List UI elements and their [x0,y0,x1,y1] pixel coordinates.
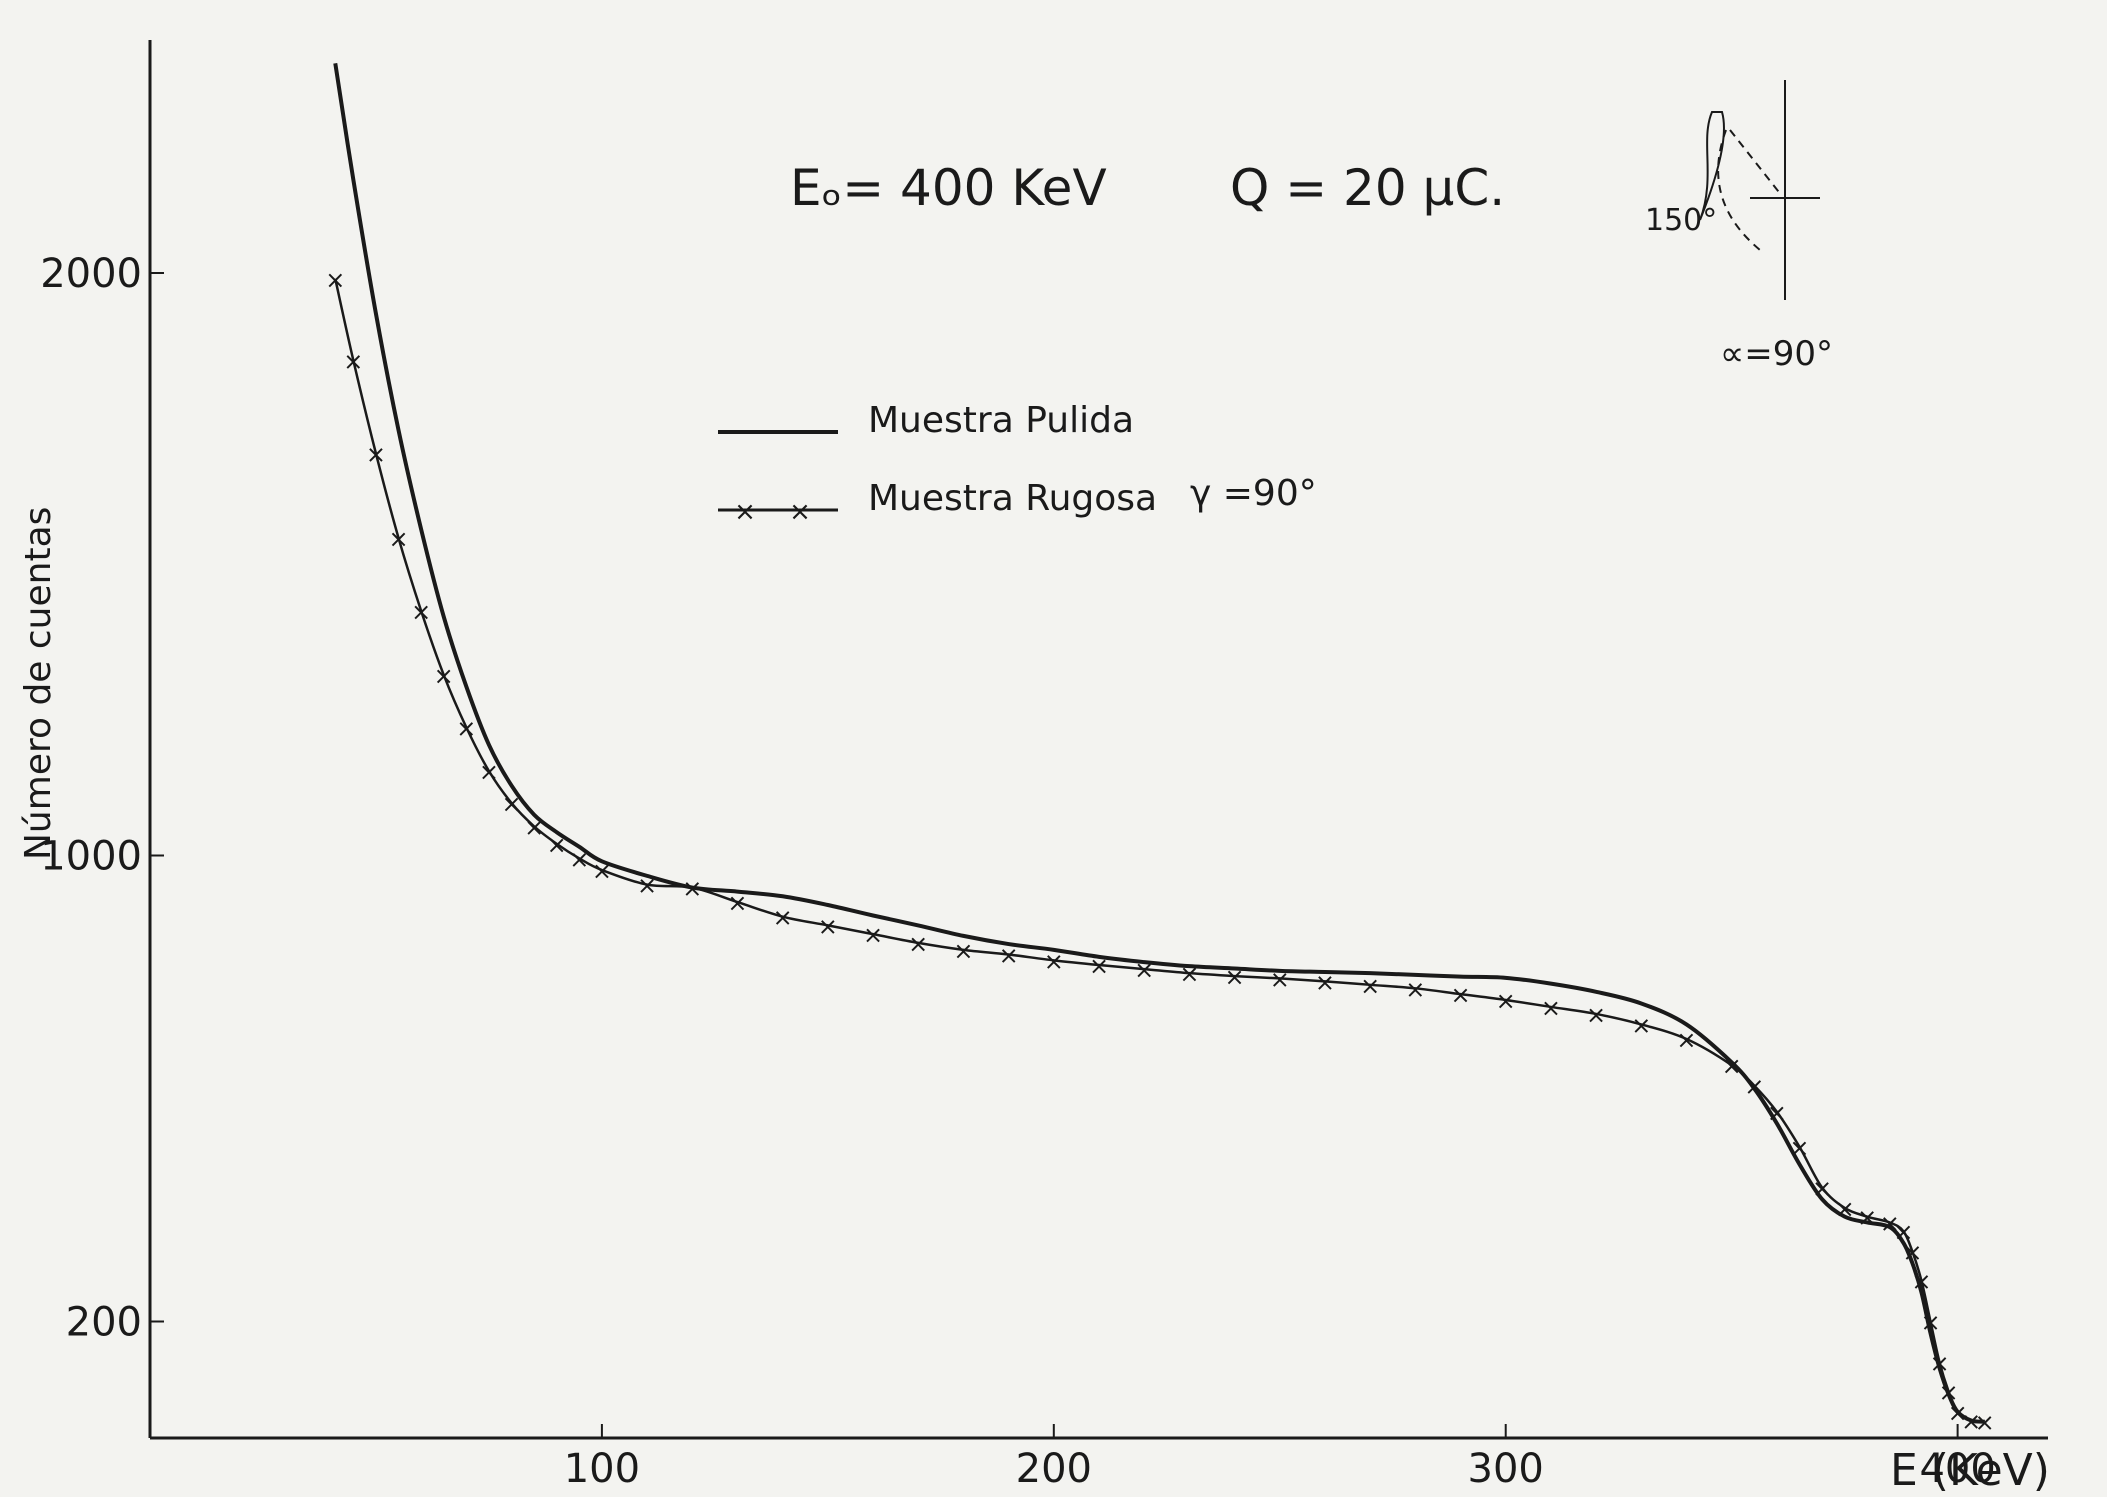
series: ×××××××××××× ×× ××× × × × × × × × × × × × × × × × × × × ×××××… [325,62,1995,1437]
rugosa-marker-4: × [411,598,431,626]
rugosa-marker-44: × [1880,1209,1900,1237]
rugosa-marker-23: × [1089,952,1109,980]
rugosa-marker-20: × [953,937,973,965]
rugosa-marker-6: × [456,714,476,742]
rugosa-marker-8: × [501,790,521,818]
rugosa-marker-37: × [1722,1052,1742,1080]
y-tick-label-2000: 2000 [40,251,142,297]
rugosa-marker-27: × [1270,965,1290,993]
inset-alpha-label: ∝=90° [1720,334,1833,374]
y-tick-label-200: 200 [66,1300,142,1346]
legend: Muestra Pulida × × Muestra Rugosa γ =90° [718,400,1317,527]
rugosa-marker-48: × [1920,1309,1940,1337]
rugosa-marker-38: × [1744,1073,1764,1101]
series-line-pulida [333,62,1985,1424]
inset-angle-label: 150° [1645,203,1717,238]
rugosa-marker-34: × [1586,1001,1606,1029]
rugosa-marker-17: × [818,912,838,940]
x-tick-label-100: 100 [564,1446,640,1492]
rugosa-marker-43: × [1857,1204,1877,1232]
rugosa-marker-3: × [388,525,408,553]
rugosa-marker-15: × [727,889,747,917]
legend-marker-x-1: × [734,497,756,527]
legend-label-rugosa: Muestra Rugosa [868,478,1157,519]
rugosa-marker-0: × [325,266,345,294]
chart-title: Eₒ= 400 KeV [790,159,1107,217]
y-tick-label-1000: 1000 [40,834,142,880]
rugosa-marker-7: × [479,758,499,786]
rugosa-marker-31: × [1450,981,1470,1009]
x-axis-label: E (KeV) [1890,1445,2050,1493]
inset-beam-arrow [1729,129,1783,197]
rugosa-marker-36: × [1676,1026,1696,1054]
rugosa-marker-5: × [434,662,454,690]
legend-gamma-note: γ =90° [1190,473,1317,514]
chart-subtitle: Q = 20 μC. [1230,159,1505,217]
rugosa-marker-40: × [1789,1134,1809,1162]
rugosa-marker-49: × [1929,1349,1949,1377]
rugosa-marker-32: × [1496,987,1516,1015]
rugosa-marker-50: × [1939,1378,1959,1406]
rugosa-marker-18: × [863,921,883,949]
rugosa-marker-53: × [1975,1409,1995,1437]
rugosa-marker-24: × [1134,956,1154,984]
series-line-rugosa [334,278,1985,1423]
rugosa-marker-19: × [908,930,928,958]
x-tick-label-400: 400 [1919,1446,1995,1492]
rugosa-marker-39: × [1767,1099,1787,1127]
rugosa-marker-28: × [1315,968,1335,996]
rugosa-marker-26: × [1225,963,1245,991]
y-axis-label: Número de cuentas [18,507,59,860]
rugosa-marker-25: × [1179,960,1199,988]
legend-marker-x-2: × [789,497,811,527]
x-tick-label-200: 200 [1016,1446,1092,1492]
rugosa-marker-51: × [1948,1399,1968,1427]
rugosa-marker-11: × [569,845,589,873]
rugosa-marker-45: × [1893,1218,1913,1246]
rugosa-marker-41: × [1812,1175,1832,1203]
rugosa-marker-12: × [592,857,612,885]
rugosa-marker-2: × [366,441,386,469]
rugosa-marker-10: × [547,831,567,859]
rugosa-marker-13: × [637,872,657,900]
rugosa-marker-33: × [1541,994,1561,1022]
x-tick-label-300: 300 [1468,1446,1544,1492]
legend-label-pulida: Muestra Pulida [868,400,1134,441]
axes [148,40,2048,1440]
rugosa-marker-21: × [999,942,1019,970]
geometry-inset: 150° ∝=90° [1645,80,1833,374]
rugosa-marker-9: × [524,813,544,841]
ticks: 100 200 300 400 200 1000 2000 [40,251,1996,1492]
rugosa-marker-46: × [1902,1239,1922,1267]
rugosa-marker-47: × [1911,1268,1931,1296]
inset-beam-arc [1717,129,1761,251]
rugosa-marker-16: × [773,904,793,932]
rugosa-marker-22: × [1044,947,1064,975]
rugosa-marker-29: × [1360,972,1380,1000]
rugosa-marker-1: × [343,347,363,375]
rugosa-marker-42: × [1835,1195,1855,1223]
rugosa-marker-35: × [1631,1011,1651,1039]
rugosa-marker-30: × [1405,975,1425,1003]
rugosa-marker-14: × [682,875,702,903]
rugosa-marker-52: × [1961,1408,1981,1436]
